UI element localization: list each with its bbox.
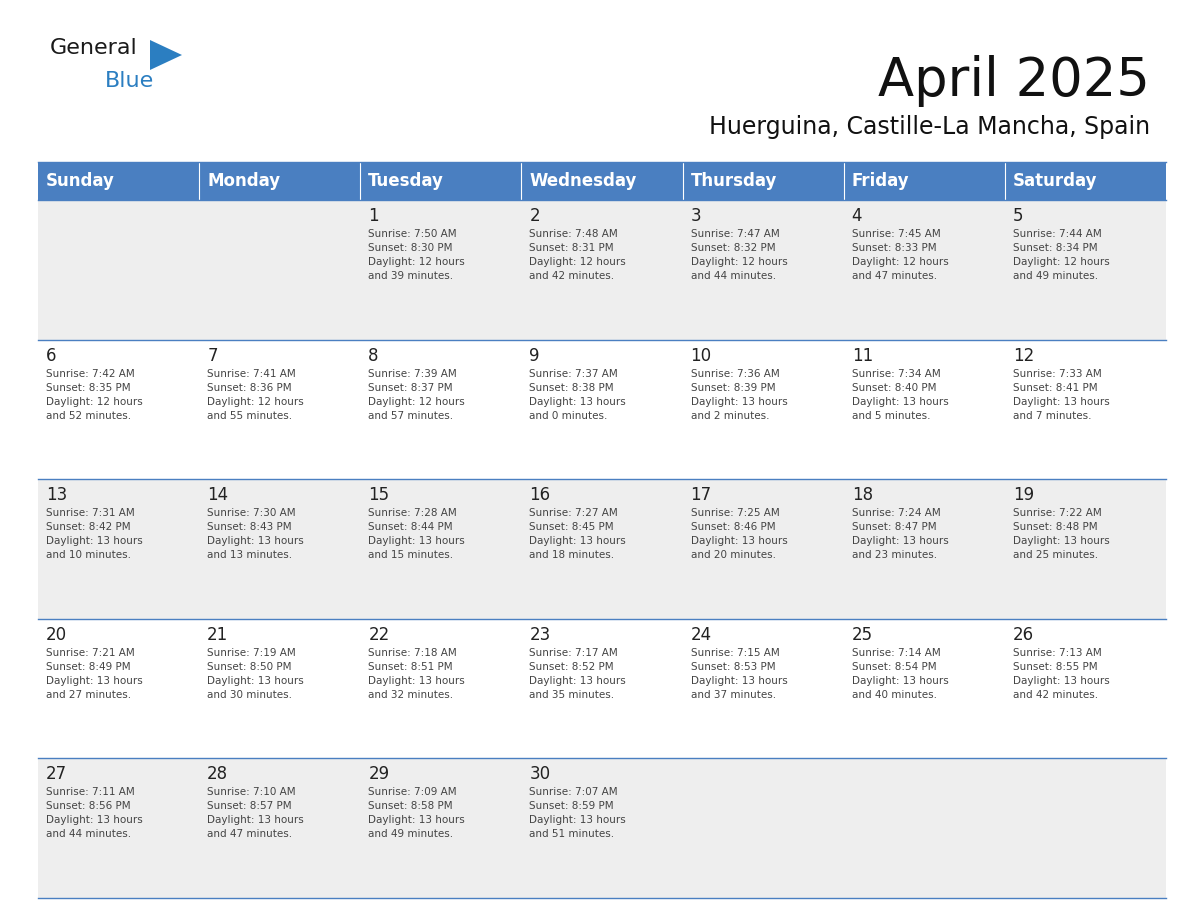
- Text: Sunrise: 7:30 AM
Sunset: 8:43 PM
Daylight: 13 hours
and 13 minutes.: Sunrise: 7:30 AM Sunset: 8:43 PM Dayligh…: [207, 509, 304, 560]
- Text: 9: 9: [530, 347, 539, 364]
- Bar: [360, 162, 522, 200]
- Bar: [38, 200, 1165, 340]
- Text: Thursday: Thursday: [690, 172, 777, 190]
- Text: 11: 11: [852, 347, 873, 364]
- Text: 14: 14: [207, 487, 228, 504]
- Text: 1: 1: [368, 207, 379, 225]
- Text: Monday: Monday: [207, 172, 280, 190]
- Text: Sunrise: 7:47 AM
Sunset: 8:32 PM
Daylight: 12 hours
and 44 minutes.: Sunrise: 7:47 AM Sunset: 8:32 PM Dayligh…: [690, 229, 788, 281]
- Text: 19: 19: [1013, 487, 1034, 504]
- Bar: [38, 162, 200, 200]
- Text: Sunrise: 7:42 AM
Sunset: 8:35 PM
Daylight: 12 hours
and 52 minutes.: Sunrise: 7:42 AM Sunset: 8:35 PM Dayligh…: [46, 369, 143, 420]
- Text: Sunrise: 7:24 AM
Sunset: 8:47 PM
Daylight: 13 hours
and 23 minutes.: Sunrise: 7:24 AM Sunset: 8:47 PM Dayligh…: [852, 509, 948, 560]
- Text: 8: 8: [368, 347, 379, 364]
- Bar: [38, 619, 1165, 758]
- Text: 24: 24: [690, 626, 712, 644]
- Text: 28: 28: [207, 766, 228, 783]
- Bar: [38, 479, 1165, 619]
- Text: Sunday: Sunday: [46, 172, 115, 190]
- Text: 20: 20: [46, 626, 68, 644]
- Text: Sunrise: 7:41 AM
Sunset: 8:36 PM
Daylight: 12 hours
and 55 minutes.: Sunrise: 7:41 AM Sunset: 8:36 PM Dayligh…: [207, 369, 304, 420]
- Text: Wednesday: Wednesday: [530, 172, 637, 190]
- Text: 17: 17: [690, 487, 712, 504]
- Bar: [683, 162, 843, 200]
- Text: Tuesday: Tuesday: [368, 172, 444, 190]
- Text: Sunrise: 7:48 AM
Sunset: 8:31 PM
Daylight: 12 hours
and 42 minutes.: Sunrise: 7:48 AM Sunset: 8:31 PM Dayligh…: [530, 229, 626, 281]
- Text: Sunrise: 7:27 AM
Sunset: 8:45 PM
Daylight: 13 hours
and 18 minutes.: Sunrise: 7:27 AM Sunset: 8:45 PM Dayligh…: [530, 509, 626, 560]
- Text: 12: 12: [1013, 347, 1034, 364]
- Text: Sunrise: 7:45 AM
Sunset: 8:33 PM
Daylight: 12 hours
and 47 minutes.: Sunrise: 7:45 AM Sunset: 8:33 PM Dayligh…: [852, 229, 948, 281]
- Text: Sunrise: 7:11 AM
Sunset: 8:56 PM
Daylight: 13 hours
and 44 minutes.: Sunrise: 7:11 AM Sunset: 8:56 PM Dayligh…: [46, 788, 143, 839]
- Text: 23: 23: [530, 626, 551, 644]
- Text: Sunrise: 7:13 AM
Sunset: 8:55 PM
Daylight: 13 hours
and 42 minutes.: Sunrise: 7:13 AM Sunset: 8:55 PM Dayligh…: [1013, 648, 1110, 700]
- Text: 21: 21: [207, 626, 228, 644]
- Text: Sunrise: 7:17 AM
Sunset: 8:52 PM
Daylight: 13 hours
and 35 minutes.: Sunrise: 7:17 AM Sunset: 8:52 PM Dayligh…: [530, 648, 626, 700]
- Text: Sunrise: 7:14 AM
Sunset: 8:54 PM
Daylight: 13 hours
and 40 minutes.: Sunrise: 7:14 AM Sunset: 8:54 PM Dayligh…: [852, 648, 948, 700]
- Text: Sunrise: 7:22 AM
Sunset: 8:48 PM
Daylight: 13 hours
and 25 minutes.: Sunrise: 7:22 AM Sunset: 8:48 PM Dayligh…: [1013, 509, 1110, 560]
- Text: 10: 10: [690, 347, 712, 364]
- Text: Sunrise: 7:09 AM
Sunset: 8:58 PM
Daylight: 13 hours
and 49 minutes.: Sunrise: 7:09 AM Sunset: 8:58 PM Dayligh…: [368, 788, 465, 839]
- Bar: [843, 162, 1005, 200]
- Text: Sunrise: 7:36 AM
Sunset: 8:39 PM
Daylight: 13 hours
and 2 minutes.: Sunrise: 7:36 AM Sunset: 8:39 PM Dayligh…: [690, 369, 788, 420]
- Text: Sunrise: 7:19 AM
Sunset: 8:50 PM
Daylight: 13 hours
and 30 minutes.: Sunrise: 7:19 AM Sunset: 8:50 PM Dayligh…: [207, 648, 304, 700]
- Text: 13: 13: [46, 487, 68, 504]
- Text: 15: 15: [368, 487, 390, 504]
- Text: Huerguina, Castille-La Mancha, Spain: Huerguina, Castille-La Mancha, Spain: [709, 115, 1150, 139]
- Bar: [1005, 162, 1165, 200]
- Text: Sunrise: 7:39 AM
Sunset: 8:37 PM
Daylight: 12 hours
and 57 minutes.: Sunrise: 7:39 AM Sunset: 8:37 PM Dayligh…: [368, 369, 465, 420]
- Polygon shape: [150, 40, 182, 70]
- Text: 7: 7: [207, 347, 217, 364]
- Text: 18: 18: [852, 487, 873, 504]
- Text: 27: 27: [46, 766, 68, 783]
- Bar: [38, 340, 1165, 479]
- Text: 6: 6: [46, 347, 57, 364]
- Bar: [200, 162, 360, 200]
- Bar: [522, 162, 683, 200]
- Text: April 2025: April 2025: [878, 55, 1150, 107]
- Text: 29: 29: [368, 766, 390, 783]
- Bar: [38, 758, 1165, 898]
- Text: 30: 30: [530, 766, 550, 783]
- Text: 5: 5: [1013, 207, 1023, 225]
- Text: Sunrise: 7:18 AM
Sunset: 8:51 PM
Daylight: 13 hours
and 32 minutes.: Sunrise: 7:18 AM Sunset: 8:51 PM Dayligh…: [368, 648, 465, 700]
- Text: 3: 3: [690, 207, 701, 225]
- Text: Sunrise: 7:21 AM
Sunset: 8:49 PM
Daylight: 13 hours
and 27 minutes.: Sunrise: 7:21 AM Sunset: 8:49 PM Dayligh…: [46, 648, 143, 700]
- Text: Sunrise: 7:44 AM
Sunset: 8:34 PM
Daylight: 12 hours
and 49 minutes.: Sunrise: 7:44 AM Sunset: 8:34 PM Dayligh…: [1013, 229, 1110, 281]
- Text: 26: 26: [1013, 626, 1034, 644]
- Text: General: General: [50, 38, 138, 58]
- Text: 4: 4: [852, 207, 862, 225]
- Text: Saturday: Saturday: [1013, 172, 1098, 190]
- Text: Sunrise: 7:50 AM
Sunset: 8:30 PM
Daylight: 12 hours
and 39 minutes.: Sunrise: 7:50 AM Sunset: 8:30 PM Dayligh…: [368, 229, 465, 281]
- Text: 22: 22: [368, 626, 390, 644]
- Text: Sunrise: 7:33 AM
Sunset: 8:41 PM
Daylight: 13 hours
and 7 minutes.: Sunrise: 7:33 AM Sunset: 8:41 PM Dayligh…: [1013, 369, 1110, 420]
- Text: Sunrise: 7:37 AM
Sunset: 8:38 PM
Daylight: 13 hours
and 0 minutes.: Sunrise: 7:37 AM Sunset: 8:38 PM Dayligh…: [530, 369, 626, 420]
- Text: Sunrise: 7:28 AM
Sunset: 8:44 PM
Daylight: 13 hours
and 15 minutes.: Sunrise: 7:28 AM Sunset: 8:44 PM Dayligh…: [368, 509, 465, 560]
- Text: 16: 16: [530, 487, 550, 504]
- Text: Sunrise: 7:25 AM
Sunset: 8:46 PM
Daylight: 13 hours
and 20 minutes.: Sunrise: 7:25 AM Sunset: 8:46 PM Dayligh…: [690, 509, 788, 560]
- Text: Friday: Friday: [852, 172, 909, 190]
- Text: Sunrise: 7:34 AM
Sunset: 8:40 PM
Daylight: 13 hours
and 5 minutes.: Sunrise: 7:34 AM Sunset: 8:40 PM Dayligh…: [852, 369, 948, 420]
- Text: Sunrise: 7:15 AM
Sunset: 8:53 PM
Daylight: 13 hours
and 37 minutes.: Sunrise: 7:15 AM Sunset: 8:53 PM Dayligh…: [690, 648, 788, 700]
- Text: 2: 2: [530, 207, 541, 225]
- Text: Sunrise: 7:31 AM
Sunset: 8:42 PM
Daylight: 13 hours
and 10 minutes.: Sunrise: 7:31 AM Sunset: 8:42 PM Dayligh…: [46, 509, 143, 560]
- Text: Sunrise: 7:07 AM
Sunset: 8:59 PM
Daylight: 13 hours
and 51 minutes.: Sunrise: 7:07 AM Sunset: 8:59 PM Dayligh…: [530, 788, 626, 839]
- Text: Sunrise: 7:10 AM
Sunset: 8:57 PM
Daylight: 13 hours
and 47 minutes.: Sunrise: 7:10 AM Sunset: 8:57 PM Dayligh…: [207, 788, 304, 839]
- Text: Blue: Blue: [105, 71, 154, 91]
- Text: 25: 25: [852, 626, 873, 644]
